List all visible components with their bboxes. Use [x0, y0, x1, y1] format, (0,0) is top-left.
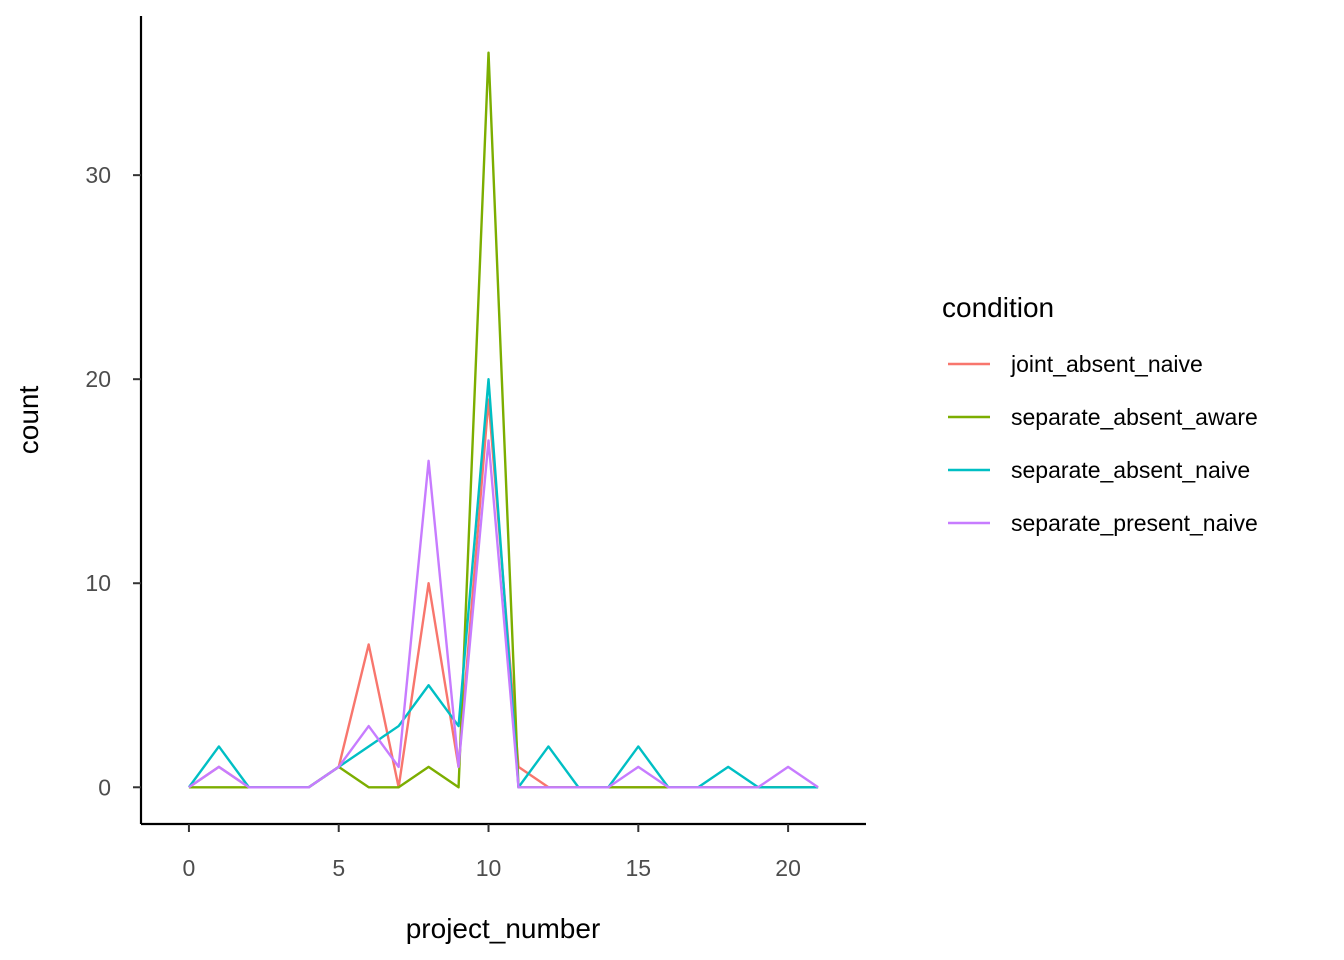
legend-label: joint_absent_naive: [1010, 351, 1203, 377]
legend: condition joint_absent_naive separate_abs…: [942, 292, 1258, 536]
legend-item: separate_present_naive: [948, 510, 1258, 536]
x-tick-label: 5: [332, 855, 345, 881]
x-ticks: 0 5 10 15 20: [183, 824, 801, 881]
y-tick-label: 20: [85, 366, 111, 392]
y-axis-title: count: [13, 386, 44, 455]
legend-item: separate_absent_aware: [948, 404, 1258, 430]
legend-label: separate_absent_naive: [1011, 457, 1250, 483]
legend-item: joint_absent_naive: [948, 351, 1203, 377]
legend-label: separate_present_naive: [1011, 510, 1258, 536]
legend-title: condition: [942, 292, 1054, 323]
x-tick-label: 20: [775, 855, 801, 881]
y-tick-label: 0: [98, 774, 111, 800]
y-tick-label: 10: [85, 570, 111, 596]
plot-area: [187, 51, 819, 789]
legend-item: separate_absent_naive: [948, 457, 1250, 483]
y-tick-label: 30: [85, 162, 111, 188]
x-tick-label: 10: [476, 855, 502, 881]
x-tick-label: 0: [183, 855, 196, 881]
legend-label: separate_absent_aware: [1011, 404, 1258, 430]
series-line-separate_absent_aware: [188, 51, 819, 789]
legend-items: joint_absent_naive separate_absent_awares…: [948, 351, 1258, 536]
axes: [139, 16, 866, 826]
x-axis-title: project_number: [406, 913, 601, 944]
series-line-separate_present_naive: [188, 439, 819, 789]
x-tick-label: 15: [626, 855, 652, 881]
y-ticks: 0 10 20 30: [85, 162, 141, 800]
